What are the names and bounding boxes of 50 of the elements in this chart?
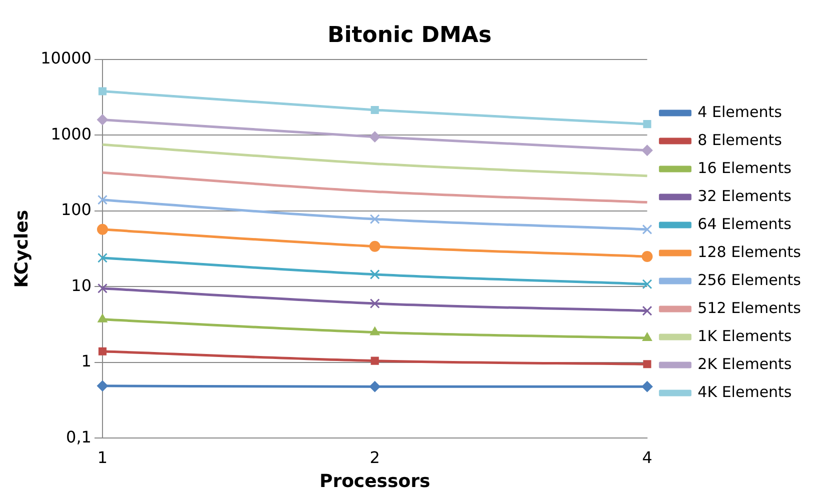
point [370, 269, 380, 280]
point [643, 120, 652, 128]
x-tick-label: 1 [97, 448, 108, 467]
x-tick-label: 4 [642, 448, 652, 467]
y-tick-label: 1000 [50, 124, 92, 144]
y-axis-title: KCycles [11, 210, 32, 288]
point [370, 298, 380, 308]
point [643, 360, 652, 368]
point [97, 224, 108, 235]
point [369, 240, 380, 252]
point [98, 252, 108, 263]
point [642, 306, 652, 316]
point [98, 347, 107, 356]
y-tick-label: 10000 [40, 48, 92, 68]
legend-label: 512 Elements [698, 298, 802, 317]
point [98, 87, 107, 96]
legend-label: 4 Elements [698, 102, 782, 121]
point [370, 106, 379, 114]
legend-label: 4K Elements [698, 382, 792, 401]
point [98, 314, 108, 322]
point [98, 194, 108, 205]
point [370, 326, 380, 336]
legend-label: 8 Elements [698, 130, 782, 149]
x-axis-title: Processors [319, 470, 430, 492]
point [642, 144, 653, 156]
point [97, 380, 108, 392]
chart-title: Bitonic DMAs [327, 22, 492, 48]
legend-label: 32 Elements [698, 186, 792, 205]
legend-label: 64 Elements [698, 214, 792, 233]
y-tick-label: 10 [71, 276, 92, 295]
x-tick-label: 2 [370, 448, 380, 467]
legend-label: 256 Elements [698, 270, 802, 289]
point [642, 224, 652, 234]
legend-label: 128 Elements [698, 242, 802, 261]
point [642, 279, 652, 290]
point [370, 214, 380, 224]
y-tick-label: 100 [60, 200, 92, 220]
point [369, 381, 380, 392]
point [642, 381, 653, 392]
point [642, 251, 653, 262]
point [97, 114, 108, 126]
legend-label: 16 Elements [698, 158, 792, 177]
legend-label: 1K Elements [698, 326, 792, 345]
point [369, 131, 380, 142]
point [98, 283, 108, 294]
point [370, 356, 379, 365]
legend-label: 2K Elements [698, 354, 792, 373]
point [642, 332, 652, 342]
y-tick-label: 0,1 [66, 427, 92, 446]
y-tick-label: 1 [81, 352, 92, 371]
